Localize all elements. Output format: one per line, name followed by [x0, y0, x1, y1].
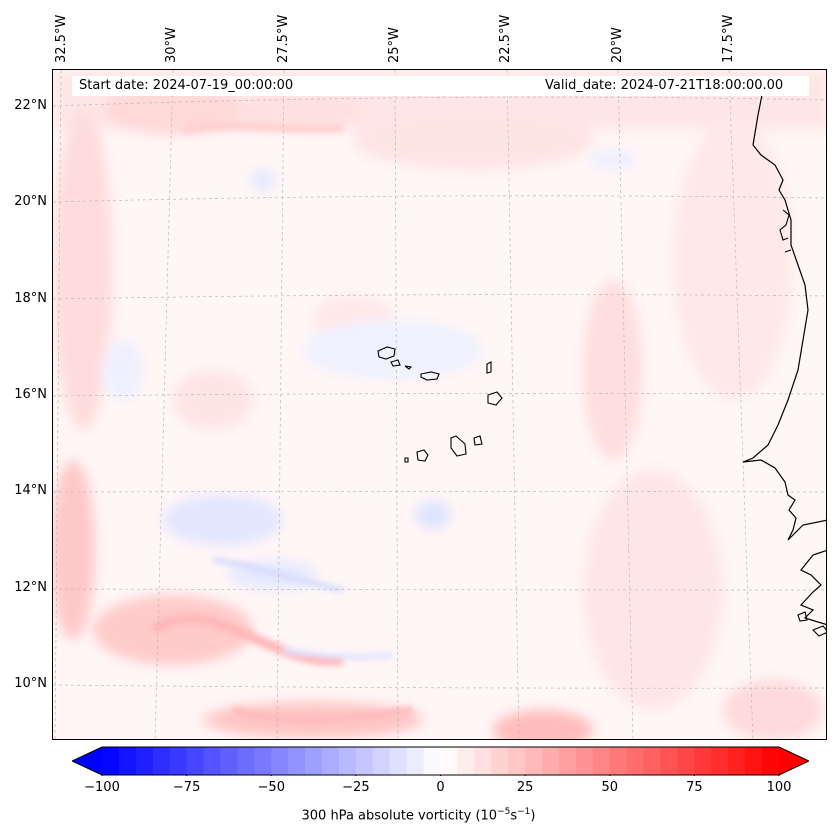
lon-label-22-5w: 22.5°W — [498, 14, 513, 63]
colorbar-swatch — [372, 747, 391, 775]
colorbar-extend-min — [72, 747, 102, 775]
colorbar-swatch — [203, 747, 222, 775]
lat-label-18n: 18°N — [14, 291, 47, 306]
colorbar-tick-label: 75 — [686, 780, 703, 795]
colorbar-swatch — [542, 747, 560, 775]
colorbar-swatch — [677, 747, 695, 775]
lat-label-20n: 20°N — [14, 194, 47, 209]
lon-label-25w: 25°W — [387, 27, 402, 63]
colorbar — [72, 746, 809, 776]
lon-label-27-5w: 27.5°W — [276, 14, 291, 63]
colorbar-swatch — [186, 747, 205, 775]
lon-label-32-5w: 32.5°W — [54, 14, 69, 63]
colorbar-swatch — [609, 747, 628, 775]
colorbar-swatch — [355, 747, 374, 775]
colorbar-tick-label: −25 — [342, 780, 370, 795]
colorbar-swatch — [694, 747, 712, 775]
colorbar-swatch — [389, 747, 408, 775]
colorbar-swatch — [525, 747, 543, 775]
lon-label-17-5w: 17.5°W — [721, 14, 736, 63]
colorbar-swatch — [474, 747, 492, 775]
colorbar-swatch — [254, 747, 272, 775]
vorticity-negative-patches — [103, 150, 638, 590]
colorbar-swatch — [305, 747, 323, 775]
colorbar-swatch — [457, 747, 475, 775]
colorbar-swatch — [152, 747, 171, 775]
colorbar-swatch — [626, 747, 645, 775]
lon-label-30w: 30°W — [164, 27, 179, 63]
colorbar-swatch — [728, 747, 746, 775]
colorbar-swatch — [508, 747, 526, 775]
colorbar-swatch — [288, 747, 306, 775]
colorbar-tick-label: −75 — [172, 780, 201, 795]
colorbar-swatch — [575, 747, 594, 775]
lat-label-16n: 16°N — [14, 387, 47, 402]
lon-label-20w: 20°W — [610, 27, 625, 63]
colorbar-swatch — [711, 747, 729, 775]
colorbar-tick-label: 25 — [516, 780, 534, 795]
lat-label-22n: 22°N — [14, 98, 47, 113]
colorbar-swatch — [271, 747, 289, 775]
colorbar-swatch — [220, 747, 238, 775]
colorbar-swatch — [440, 747, 459, 775]
lat-label-14n: 14°N — [14, 483, 47, 498]
colorbar-swatch — [169, 747, 188, 775]
colorbar-swatch — [660, 747, 679, 775]
header-band — [72, 76, 809, 96]
colorbar-label: 300 hPa absolute vorticity (10−5s−1) — [301, 807, 536, 824]
valid-date-label: Valid_date: 2024-07-21T18:00:00.00 — [545, 78, 784, 93]
colorbar-swatch — [135, 747, 154, 775]
map-panel — [52, 69, 827, 740]
colorbar-swatch — [237, 747, 255, 775]
colorbar-swatch — [643, 747, 662, 775]
colorbar-swatch — [102, 747, 120, 775]
colorbar-swatches — [72, 747, 809, 775]
colorbar-swatch — [118, 747, 137, 775]
colorbar-swatch — [406, 747, 425, 775]
colorbar-extend-max — [779, 747, 809, 775]
coastline-detail — [779, 209, 792, 253]
lat-label-10n: 10°N — [14, 676, 47, 691]
graticule — [53, 70, 826, 739]
colorbar-tick-label: 100 — [766, 780, 792, 795]
lat-label-12n: 12°N — [14, 580, 47, 595]
vorticity-streaks — [150, 121, 414, 724]
start-date-label: Start date: 2024-07-19_00:00:00 — [79, 78, 294, 93]
cape-verde-islands — [377, 346, 503, 463]
vorticity-map — [53, 70, 826, 739]
colorbar-swatch — [338, 747, 357, 775]
colorbar-swatch — [423, 747, 442, 775]
bijagos-islands — [797, 611, 826, 637]
colorbar-swatch — [491, 747, 509, 775]
colorbar-swatch — [558, 747, 577, 775]
african-coastline — [742, 89, 826, 626]
colorbar-swatch — [745, 747, 763, 775]
colorbar-outline — [72, 746, 809, 776]
colorbar-tick-label: −50 — [257, 780, 285, 795]
colorbar-ticks — [101, 775, 780, 776]
colorbar-swatch — [322, 747, 340, 775]
colorbar-tick-label: 0 — [436, 780, 445, 795]
colorbar-tick-label: 50 — [601, 780, 619, 795]
colorbar-swatch — [762, 747, 780, 775]
colorbar-swatch — [592, 747, 611, 775]
colorbar-tick-label: −100 — [84, 780, 120, 795]
